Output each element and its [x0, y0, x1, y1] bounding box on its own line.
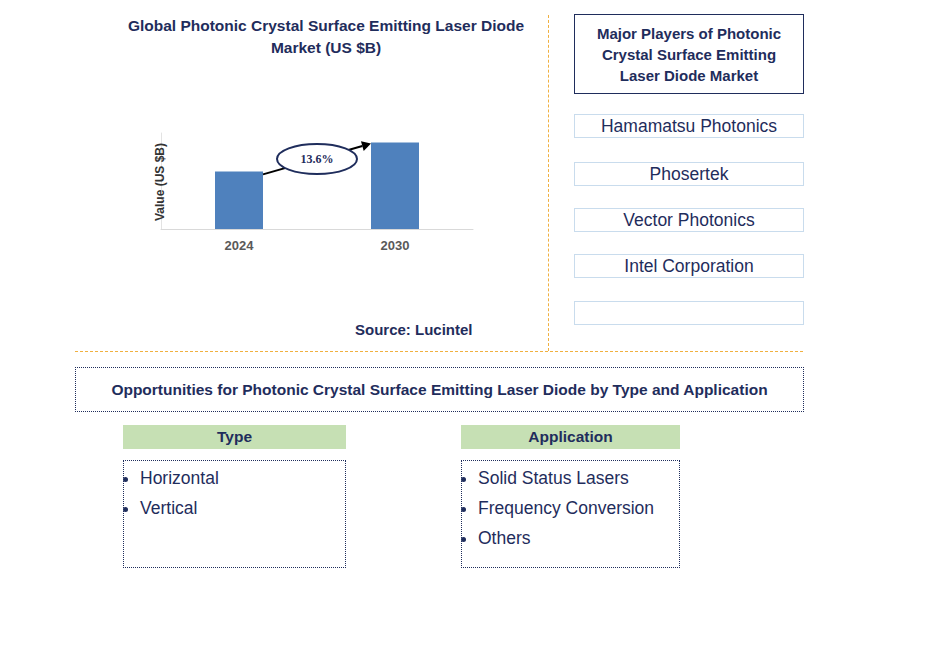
html-text:Others: Others: [478, 528, 531, 548]
html-text:Value (US $B): Value (US $B): [153, 143, 167, 221]
html-text:Solid Status Lasers: Solid Status Lasers: [478, 468, 629, 488]
html-text:Type: Type: [217, 428, 252, 445]
svg-text:13.6%: 13.6%: [301, 152, 334, 166]
html-text:Vertical: Vertical: [140, 498, 198, 518]
html-text:Intel Corporation: Intel Corporation: [624, 255, 754, 276]
html-text:Vector Photonics: Vector Photonics: [623, 209, 755, 230]
html-text:Source: Lucintel: Source: Lucintel: [355, 321, 473, 338]
html-text:Major Players of Photonic Crys: Major Players of Photonic Crystal Surfac…: [596, 24, 782, 84]
html-text:Hamamatsu Photonics: Hamamatsu Photonics: [601, 115, 777, 136]
svg-text:2024: 2024: [225, 238, 255, 253]
html-text:Horizontal: Horizontal: [140, 468, 219, 488]
html-text:Frequency Conversion: Frequency Conversion: [478, 498, 655, 518]
svg-text:2030: 2030: [381, 238, 410, 253]
html-text:Global Photonic Crystal Surfac: Global Photonic Crystal Surface Emitting…: [127, 17, 525, 56]
html-text:Application: Application: [528, 428, 613, 445]
html-text:Phosertek: Phosertek: [649, 163, 729, 184]
html-text:Opportunities for Photonic Cry: Opportunities for Photonic Crystal Surfa…: [111, 380, 768, 398]
